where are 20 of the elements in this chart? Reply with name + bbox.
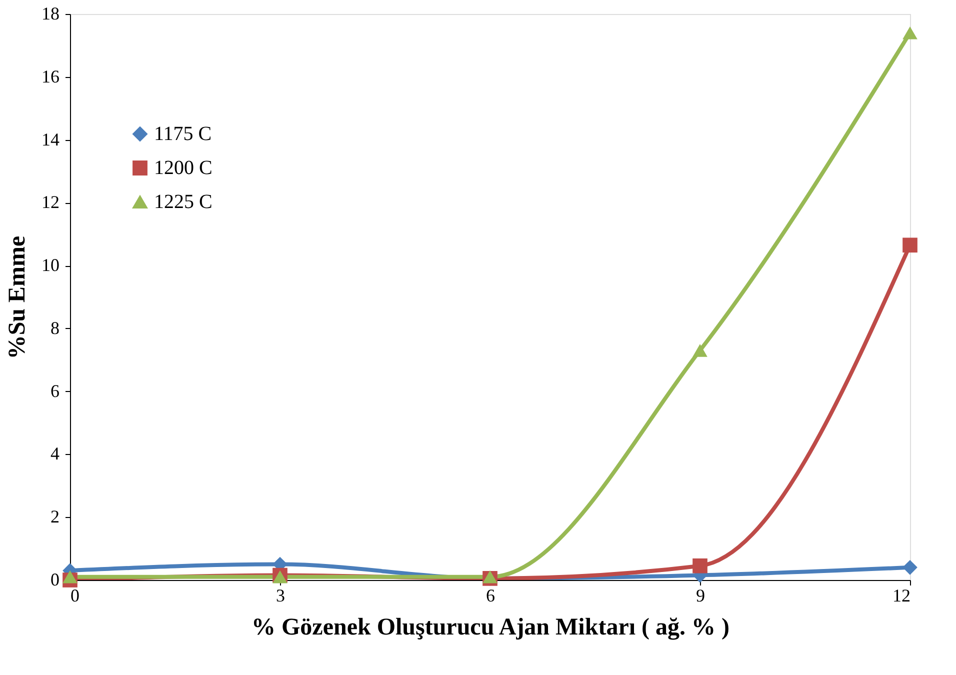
y-tick-label: 6 <box>50 380 60 401</box>
y-tick-label: 4 <box>50 444 60 464</box>
y-tick-label: 2 <box>50 506 60 527</box>
legend-label: 1175 C <box>154 123 212 145</box>
y-tick-label: 18 <box>42 4 60 24</box>
x-tick-label: 6 <box>486 586 495 606</box>
x-tick-label: 12 <box>892 586 910 606</box>
y-tick-label: 8 <box>50 318 60 338</box>
y-tick-label: 16 <box>42 66 60 86</box>
y-tick-label: 10 <box>42 255 60 276</box>
y-tick-label: 14 <box>42 129 60 150</box>
y-axis-title: %Su Emme <box>4 235 30 360</box>
legend-label: 1225 C <box>154 191 212 213</box>
x-tick-label: 3 <box>276 586 285 606</box>
y-tick-label: 12 <box>42 192 60 212</box>
x-axis-title: % Gözenek Oluşturucu Ajan Miktarı ( ağ. % ) <box>252 614 730 640</box>
x-tick-label: 9 <box>696 586 705 606</box>
legend-label: 1200 C <box>154 157 212 179</box>
y-tick-label: 0 <box>50 570 60 590</box>
x-tick-label: 0 <box>70 586 80 606</box>
